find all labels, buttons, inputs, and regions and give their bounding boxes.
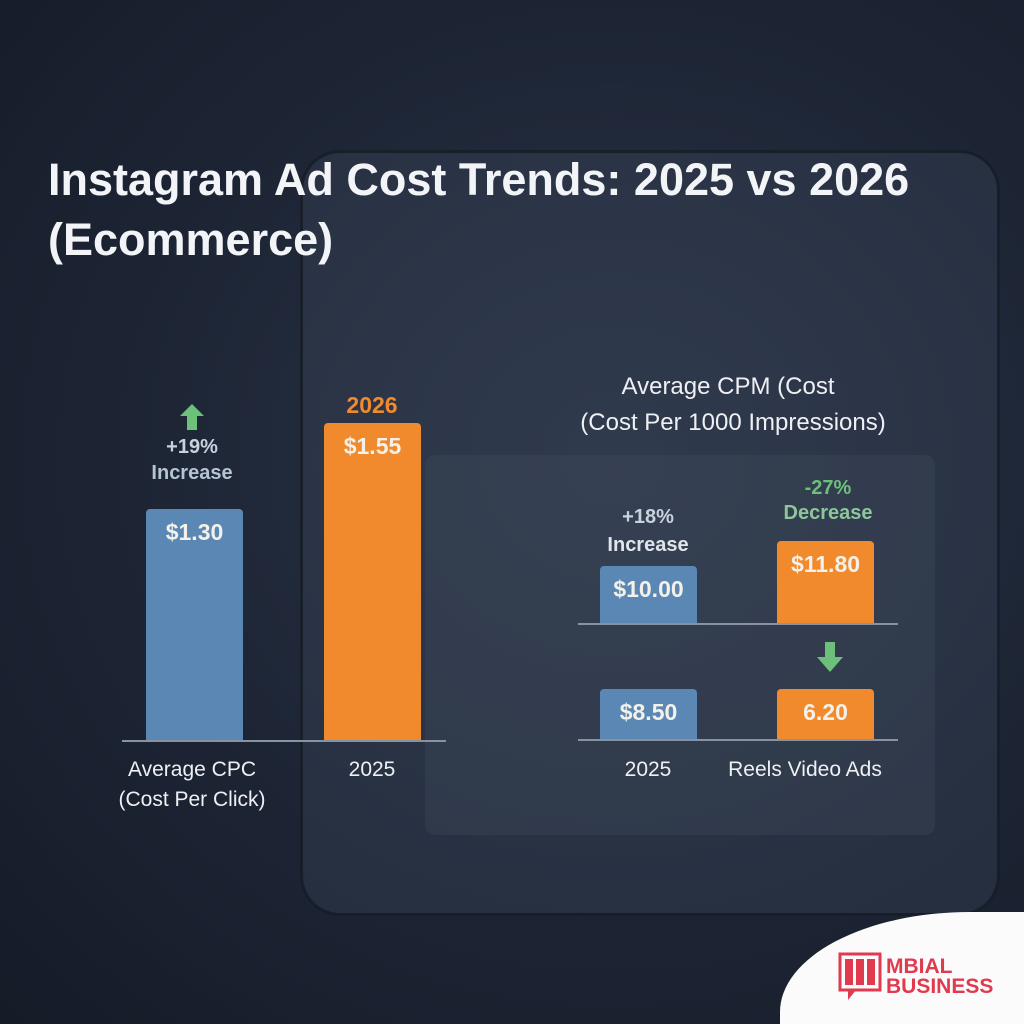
bar-cpm-top-right: $11.80 [777, 541, 874, 623]
change-text: Increase [607, 534, 689, 556]
bar-value-label: $11.80 [790, 551, 861, 577]
bar-cpm-bottom-left: $8.50 [600, 689, 697, 739]
bar-value-label: $1.55 [343, 433, 402, 459]
mbial-business-logo: MBIAL BUSINESS [838, 952, 993, 1002]
x-axis-line-top [578, 623, 898, 625]
change-percent: -27% [804, 477, 852, 499]
cpm-title-line2: (Cost Per 1000 Impressions) [580, 409, 886, 436]
bar-value-label: $8.50 [619, 699, 678, 725]
change-text: Decrease [783, 502, 873, 524]
logo-chart-icon [838, 952, 882, 1000]
bar-value-label: $1.30 [165, 519, 224, 545]
logo-line1: MBIAL [886, 955, 953, 978]
change-text: Increase [151, 462, 233, 484]
bar-value-label: $10.00 [613, 576, 684, 602]
bar-cpm-top-left: $10.00 [600, 566, 697, 623]
bar-value-label: 6.20 [803, 699, 848, 725]
series-top-label-2026: 2026 [346, 392, 398, 418]
change-percent: +18% [622, 506, 674, 528]
cpm-title-line1: Average CPM (Cost [621, 373, 835, 400]
bar-cpm-bottom-right: 6.20 [777, 689, 874, 739]
logo-line2: BUSINESS [886, 975, 994, 998]
bar-cpc-2026: $1.55 [324, 423, 421, 740]
x-axis-line [122, 740, 446, 742]
x-label-2025: 2025 [348, 758, 396, 781]
category-label-line2: (Cost Per Click) [118, 788, 266, 811]
x-axis-line-bottom [578, 739, 898, 741]
arrow-up-icon [180, 404, 204, 430]
change-percent: +19% [166, 436, 218, 458]
background-tablet-screen [425, 455, 935, 835]
page-title: Instagram Ad Cost Trends: 2025 vs 2026 (… [48, 154, 910, 265]
arrow-down-icon [817, 642, 843, 672]
x-label-2025: 2025 [624, 758, 672, 781]
x-label-reels: Reels Video Ads [728, 758, 882, 781]
category-label-line1: Average CPC [127, 758, 257, 781]
bar-cpc-2025: $1.30 [146, 509, 243, 740]
